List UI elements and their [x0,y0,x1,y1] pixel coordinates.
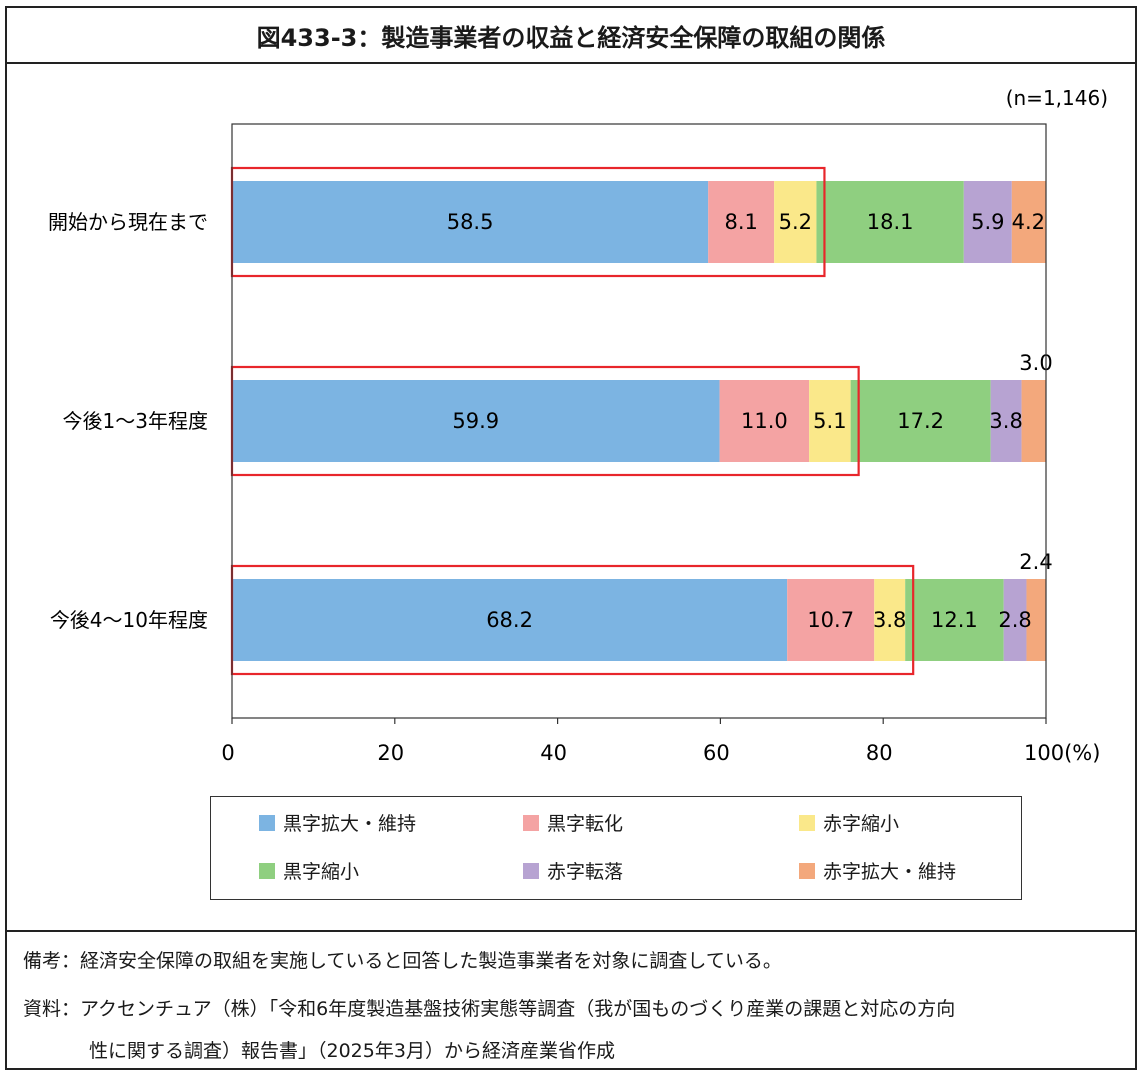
category-label: 開始から現在まで [48,210,208,234]
data-label: 17.2 [897,409,944,433]
legend-label: 赤字拡大・維持 [823,861,957,883]
data-label: 58.5 [447,210,494,234]
legend-item: 黒字縮小 [259,857,359,884]
bar-segment [1021,380,1046,462]
data-label: 2.4 [1019,550,1052,574]
data-label: 3.8 [989,409,1022,433]
data-label: 3.8 [873,608,906,632]
legend-label: 赤字縮小 [823,813,900,835]
sample-size-label: (n=1,146) [1006,86,1108,110]
bar-segment [1003,579,1027,661]
notes-section: 備考：経済安全保障の取組を実施していると回答した製造事業者を対象に調査している。… [7,930,1135,1070]
figure-title: 図433-3：製造事業者の収益と経済安全保障の取組の関係 [7,8,1135,64]
legend-swatch [523,814,539,831]
bars-group [232,181,1046,661]
legend-label: 黒字縮小 [283,861,360,883]
data-label: 2.8 [998,608,1031,632]
bar-segment [1026,579,1046,661]
data-label: 18.1 [867,210,914,234]
bar-segment [905,579,1004,661]
note-source-continued: 性に関する調査）報告書」（2025年3月）から経済産業省作成 [89,1040,615,1062]
bar-segment [1011,181,1046,263]
data-label: 59.9 [452,409,499,433]
figure-frame: 図433-3：製造事業者の収益と経済安全保障の取組の関係 備考：経済安全保障の取… [5,6,1137,1070]
legend-item: 赤字転落 [523,857,623,884]
legend-item: 黒字拡大・維持 [259,809,416,836]
x-tick-label: 20 [377,741,404,765]
bar-segment [963,181,1012,263]
data-label: 5.9 [971,210,1004,234]
x-tick-label: 100(%) [1024,741,1100,765]
data-label: 3.0 [1019,351,1052,375]
data-label: 5.2 [779,210,812,234]
legend-swatch [523,862,539,879]
bar-segment [990,380,1022,462]
note-source: 資料：アクセンチュア（株）「令和6年度製造基盤技術実態等調査（我が国ものづくり産… [23,998,956,1020]
legend-label: 黒字転化 [547,813,624,835]
data-label: 4.2 [1012,210,1045,234]
category-label: 今後1～3年程度 [63,409,208,433]
bar-segment [787,579,875,661]
category-label: 今後4～10年程度 [50,608,208,632]
bar-segment [708,181,775,263]
x-tick-label: 40 [540,741,567,765]
legend-swatch [799,862,815,879]
legend: 黒字拡大・維持 黒字転化 赤字縮小黒字縮小 赤字転落 赤字拡大・維持 [210,796,1022,900]
legend-label: 黒字拡大・維持 [283,813,417,835]
data-label: 5.1 [813,409,846,433]
x-tick-label: 60 [703,741,730,765]
x-tick-label: 0 [221,741,234,765]
bar-segment [850,380,991,462]
stacked-bar-chart: (n=1,146) 58.5 8.1 5.2 18.1 5.9 4.2 59.9 11.0 5.… [48,86,1108,765]
bar-segment [232,579,788,661]
data-label: 11.0 [741,409,788,433]
bar-segment [809,380,851,462]
data-label: 8.1 [724,210,757,234]
x-axis: 0 20 40 60 80 100(%) [221,123,1100,765]
x-tick-label: 80 [866,741,893,765]
legend-swatch [799,814,815,831]
legend-item: 赤字縮小 [799,809,899,836]
note-remarks: 備考：経済安全保障の取組を実施していると回答した製造事業者を対象に調査している。 [23,950,782,972]
legend-swatch [259,862,275,879]
bar-segment [232,380,720,462]
bar-segment [774,181,817,263]
data-label: 68.2 [486,608,533,632]
legend-label: 赤字転落 [547,861,624,883]
legend-item: 赤字拡大・維持 [799,857,956,884]
value-labels-group: 58.5 8.1 5.2 18.1 5.9 4.2 59.9 11.0 5.1 17.2 3.8 3.… [447,210,1053,632]
legend-swatch [259,814,275,831]
bar-segment [232,181,709,263]
legend-item: 黒字転化 [523,809,623,836]
bar-segment [816,181,964,263]
plot-area [231,123,1047,719]
bar-segment [874,579,906,661]
data-label: 10.7 [807,608,854,632]
data-label: 12.1 [931,608,978,632]
bar-segment [719,380,810,462]
